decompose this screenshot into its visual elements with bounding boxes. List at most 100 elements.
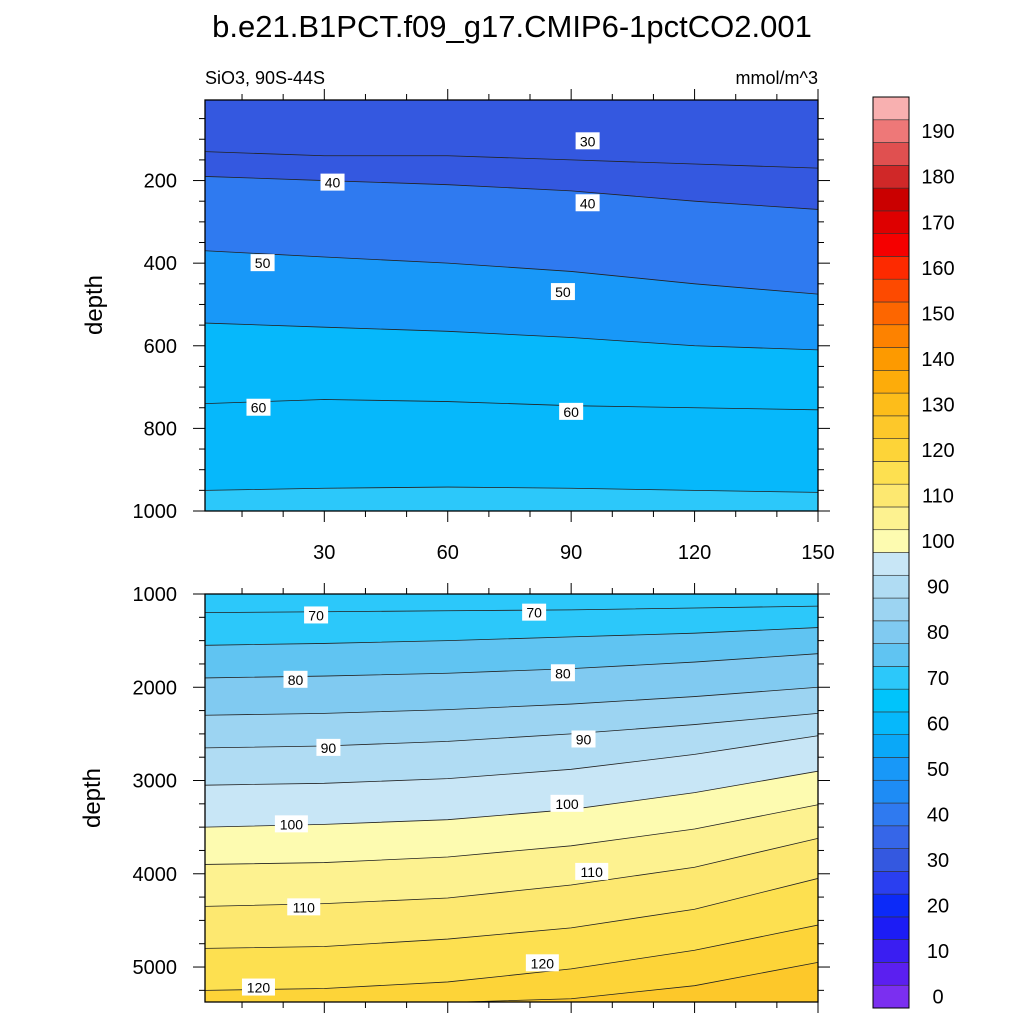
contour-label-text: 60 xyxy=(251,400,267,416)
y-tick-label: 600 xyxy=(144,336,177,358)
lower-panel-frame xyxy=(204,593,819,1003)
contour-label: 110 xyxy=(287,898,321,916)
contour-label-text: 80 xyxy=(288,672,304,688)
colorbar-swatch xyxy=(872,301,910,326)
contour-label: 120 xyxy=(525,954,559,972)
contour-line-90 xyxy=(205,712,818,749)
colorbar-swatch xyxy=(872,165,910,189)
x-tick-label: 60 xyxy=(437,542,459,564)
contour-label-box xyxy=(283,670,308,688)
contour-label: 100 xyxy=(274,815,308,833)
colorbar-swatch xyxy=(872,324,910,348)
colorbar-label: 100 xyxy=(921,531,954,553)
contour-label-box xyxy=(304,606,329,624)
contour-label-text: 70 xyxy=(526,605,542,621)
colorbar-swatch xyxy=(872,415,910,439)
colorbar-swatch xyxy=(872,643,910,667)
contour-label-text: 30 xyxy=(580,133,596,149)
contour-band-70 xyxy=(205,487,818,511)
colorbar-label: 30 xyxy=(927,850,949,872)
colorbar-label: 10 xyxy=(927,941,949,963)
contour-label-box xyxy=(274,815,308,833)
contour-label-text: 100 xyxy=(280,816,304,832)
contour-label-box xyxy=(316,738,341,756)
colorbar-label: 20 xyxy=(927,896,949,918)
colorbar-swatch xyxy=(872,233,910,257)
panel-left-subtitle: SiO3, 90S-44S xyxy=(205,68,325,88)
colorbar-swatch xyxy=(872,734,910,758)
y-tick-label: 800 xyxy=(144,418,177,440)
colorbar-label: 90 xyxy=(927,577,949,599)
y-tick-label: 2000 xyxy=(133,677,178,699)
colorbar-swatch xyxy=(872,574,910,599)
contour-label-text: 100 xyxy=(555,796,579,812)
y-tick-label: 1000 xyxy=(133,584,178,606)
contour-line-105 xyxy=(205,804,818,865)
contour-label-text: 50 xyxy=(255,255,271,271)
contour-label: 90 xyxy=(316,738,341,756)
colorbar-swatch xyxy=(872,962,910,986)
contour-line-60 xyxy=(205,322,818,351)
contour-label-box xyxy=(575,194,600,212)
colorbar-swatch xyxy=(872,256,910,280)
contour-label: 70 xyxy=(522,603,547,621)
colorbar-swatch xyxy=(872,757,910,781)
colorbar-swatch xyxy=(872,392,910,417)
contour-label: 60 xyxy=(246,398,271,416)
contour-label-box xyxy=(320,173,345,191)
colorbar-swatch xyxy=(872,848,910,872)
contour-label: 40 xyxy=(320,173,345,191)
contour-label: 50 xyxy=(250,254,275,272)
colorbar-label: 70 xyxy=(927,668,949,690)
contour-line-40 xyxy=(205,176,818,210)
colorbar-label: 180 xyxy=(921,167,954,189)
contour-label: 100 xyxy=(550,794,584,812)
contour-label: 70 xyxy=(304,606,329,624)
colorbar-swatch xyxy=(872,461,910,485)
upper-panel: 30 40 40 50 50 60 60 30 60 90 120 150 200 400 600 800 1… xyxy=(81,89,835,564)
contour-line-70 xyxy=(205,486,818,493)
colorbar-swatch xyxy=(872,483,910,508)
colorbar-swatch xyxy=(872,506,910,531)
colorbar-swatch xyxy=(872,825,910,849)
x-tick-label: 90 xyxy=(560,542,582,564)
colorbar-swatch xyxy=(872,529,910,553)
colorbar-swatch xyxy=(872,666,910,690)
colorbar-swatch xyxy=(872,802,910,827)
colorbar-swatch xyxy=(872,688,910,713)
contour-label: 40 xyxy=(575,194,600,212)
colorbar-swatch xyxy=(872,438,910,462)
colorbar-swatch xyxy=(872,369,910,394)
lower-panel: 70 70 80 80 90 90 100 100 110 110 120 120 1000 2000 3… xyxy=(79,583,830,1013)
colorbar-swatch xyxy=(872,347,910,371)
colorbar: 0 10 20 30 40 50 60 70 80 90 100 110 120 130 140 150 160… xyxy=(872,96,955,1009)
upper-panel-ticks: 30 60 90 120 150 200 400 600 800 1000 xyxy=(133,89,835,564)
colorbar-swatch xyxy=(872,96,910,121)
y-tick-label: 200 xyxy=(144,171,177,193)
contour-label-text: 90 xyxy=(576,731,592,747)
colorbar-swatch xyxy=(872,552,910,576)
contour-label: 30 xyxy=(575,132,600,150)
colorbar-label: 50 xyxy=(927,759,949,781)
colorbar-swatch xyxy=(872,939,910,963)
contour-label-text: 40 xyxy=(325,175,341,191)
colorbar-swatch xyxy=(872,916,910,940)
contour-line-30 xyxy=(205,151,818,169)
upper-panel-contour-labels: 30 40 40 50 50 60 60 xyxy=(246,132,600,420)
colorbar-label: 40 xyxy=(927,804,949,826)
figure-title: b.e21.B1PCT.f09_g17.CMIP6-1pctCO2.001 xyxy=(212,9,812,44)
upper-panel-ylabel: depth xyxy=(81,275,108,335)
lower-panel-ylabel: depth xyxy=(79,768,106,828)
contour-label-text: 110 xyxy=(581,864,604,880)
contour-label: 80 xyxy=(550,664,575,682)
y-tick-label: 5000 xyxy=(133,957,178,979)
colorbar-label: 60 xyxy=(927,713,949,735)
y-tick-label: 1000 xyxy=(133,501,178,523)
x-tick-label: 150 xyxy=(801,542,834,564)
contour-band-60 xyxy=(205,399,818,511)
contour-label-box xyxy=(559,402,584,420)
y-tick-label: 4000 xyxy=(133,864,178,886)
upper-panel-frame xyxy=(204,99,819,512)
contour-line-120 xyxy=(205,924,818,991)
